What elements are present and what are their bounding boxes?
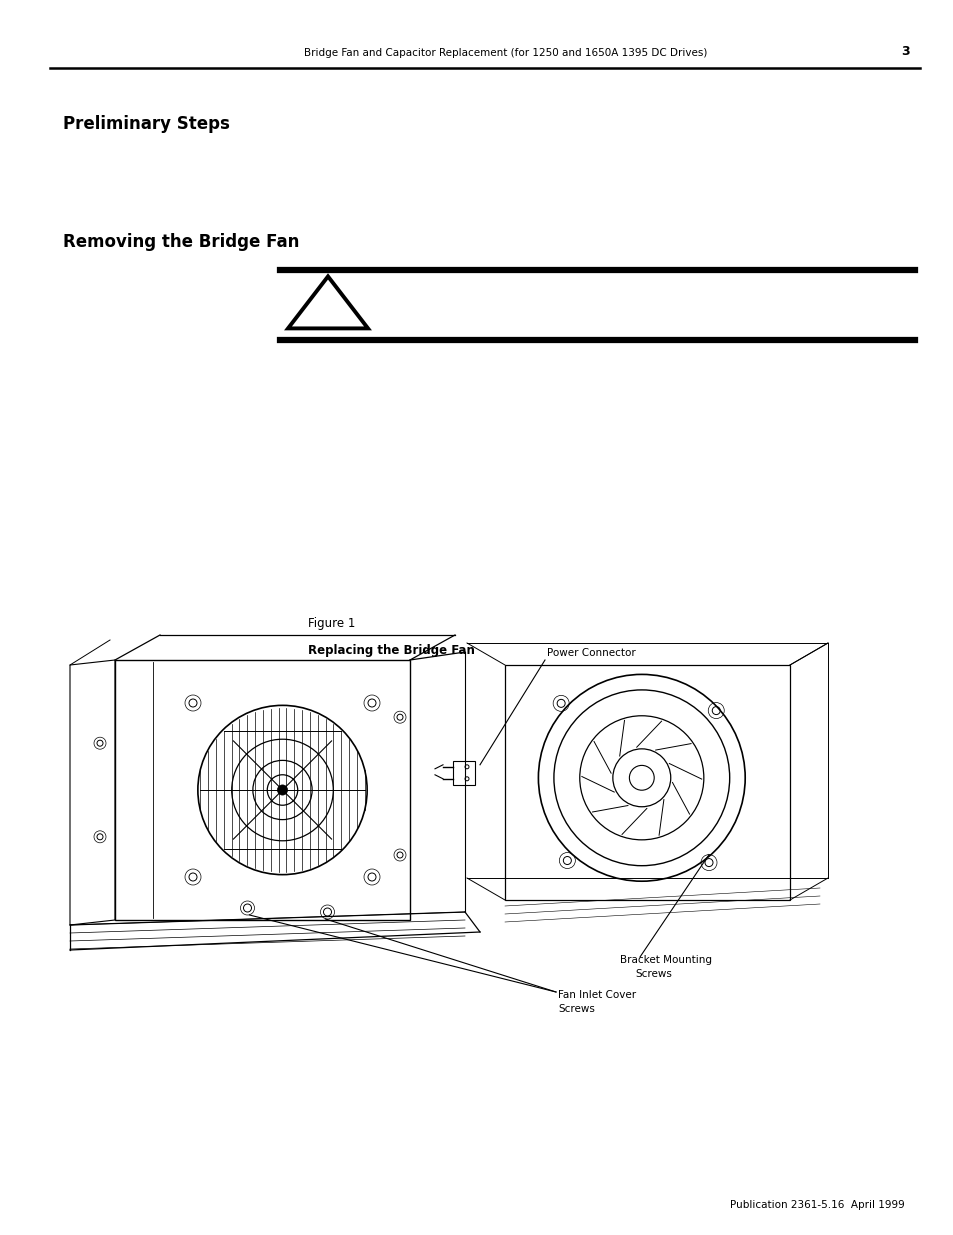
Text: Bridge Fan and Capacitor Replacement (for 1250 and 1650A 1395 DC Drives): Bridge Fan and Capacitor Replacement (fo… — [304, 48, 706, 58]
Text: Fan Inlet Cover: Fan Inlet Cover — [558, 990, 636, 1000]
Circle shape — [629, 766, 654, 790]
Text: Publication 2361-5.16  April 1999: Publication 2361-5.16 April 1999 — [729, 1200, 904, 1210]
Text: Figure 1: Figure 1 — [308, 618, 355, 630]
Text: 3: 3 — [901, 44, 909, 58]
Text: Screws: Screws — [635, 969, 671, 979]
Text: Removing the Bridge Fan: Removing the Bridge Fan — [63, 233, 299, 251]
Text: Preliminary Steps: Preliminary Steps — [63, 115, 230, 133]
Text: Replacing the Bridge Fan: Replacing the Bridge Fan — [308, 643, 475, 657]
Circle shape — [277, 785, 287, 795]
Text: Power Connector: Power Connector — [546, 648, 635, 658]
Text: Screws: Screws — [558, 1004, 595, 1014]
Text: Bracket Mounting: Bracket Mounting — [619, 955, 711, 965]
